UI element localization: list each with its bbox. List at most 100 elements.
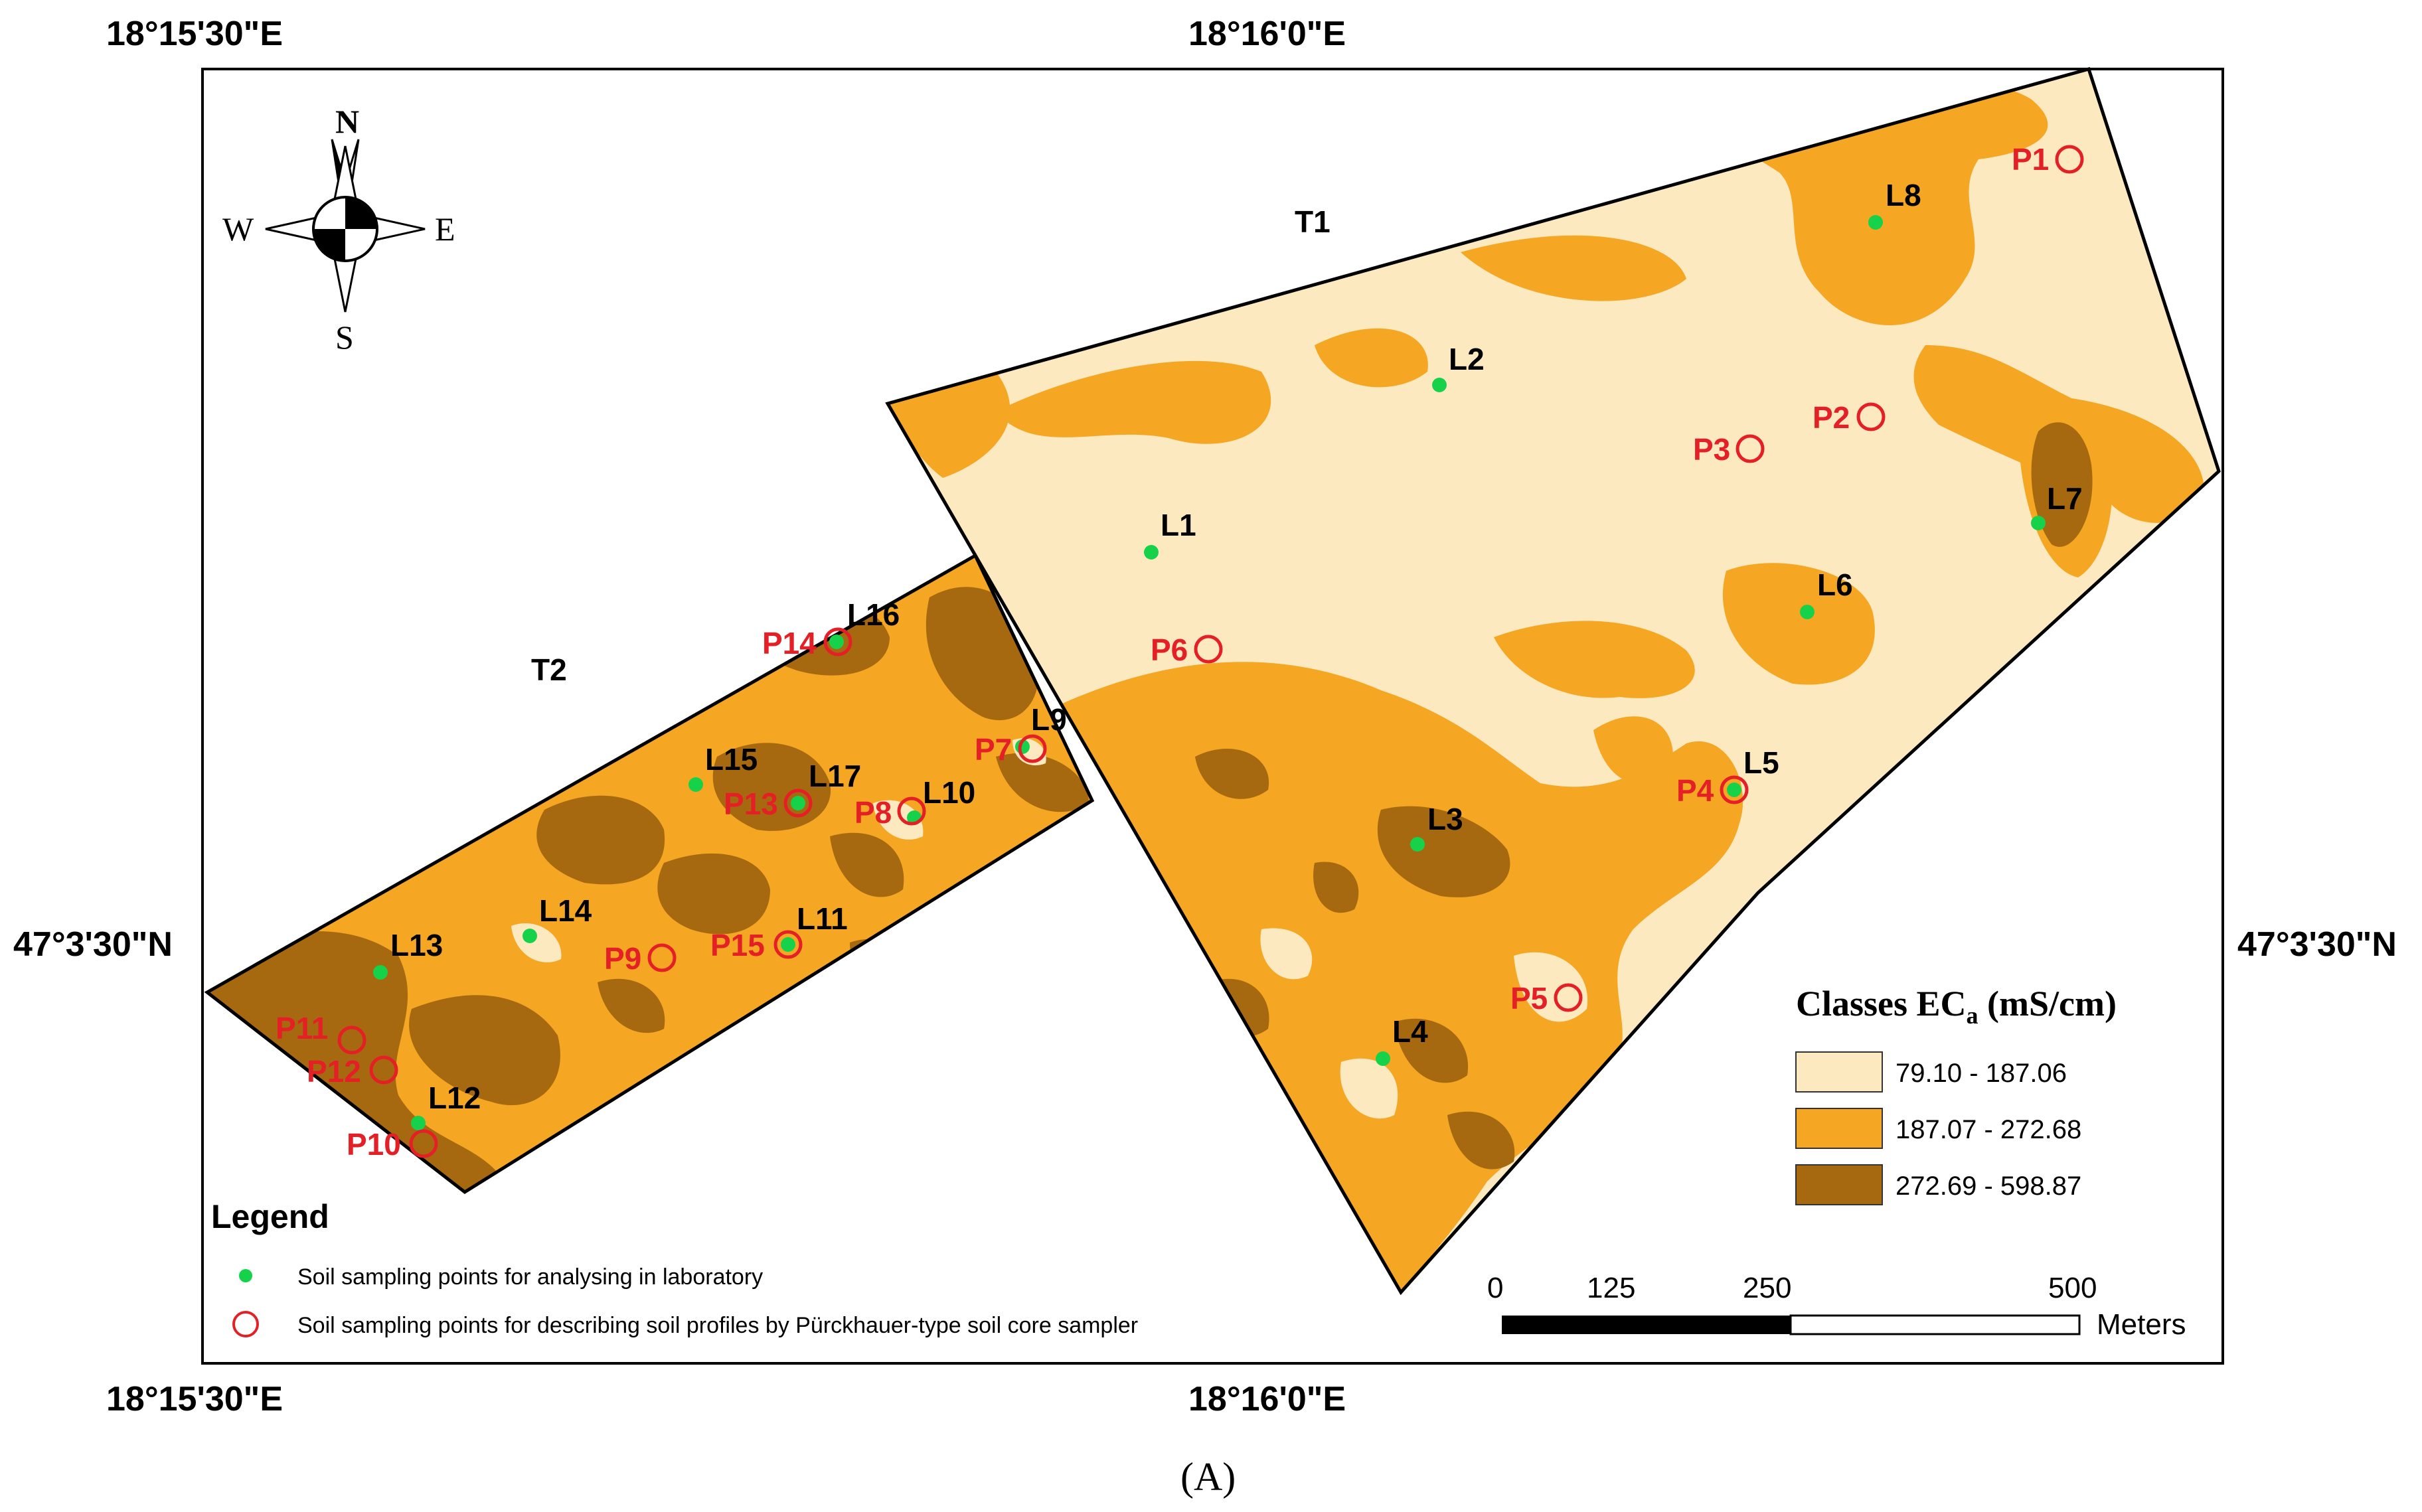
lab-point-l1[interactable]	[1144, 545, 1159, 560]
profile-label-p12: P12	[307, 1054, 361, 1089]
field-label-t2: T2	[531, 652, 567, 687]
lab-label-l16: L16	[847, 597, 900, 632]
ec-high-zone	[598, 978, 665, 1033]
profile-label-p11: P11	[276, 1011, 328, 1045]
profile-point-p12[interactable]	[369, 1055, 398, 1085]
lab-label-l17: L17	[809, 759, 861, 793]
coord-top-center: 18°16'0"E	[1188, 15, 1346, 53]
lab-point-l7[interactable]	[2031, 516, 2046, 530]
lab-point-l13[interactable]	[373, 965, 388, 980]
points-legend: Legend Soil sampling points for analysin…	[211, 1198, 1138, 1338]
ec-high-zone	[536, 795, 665, 885]
ec-mid-zone	[888, 372, 1010, 478]
profile-label-p10: P10	[347, 1127, 401, 1162]
field-t1	[885, 66, 2221, 1296]
legend-profile-text: Soil sampling points for describing soil…	[297, 1313, 1138, 1338]
ec-high-zone	[1195, 749, 1269, 799]
ec-legend-range-mid: 187.07 - 272.68	[1896, 1115, 2081, 1144]
ec-legend-swatch-mid	[1795, 1108, 1883, 1149]
ec-high-zone	[1394, 1018, 1469, 1083]
profile-point-p1[interactable]	[2055, 145, 2084, 174]
ec-mid-zone	[1315, 328, 1428, 388]
field-label-t1: T1	[1295, 204, 1331, 239]
ec-legend-range-low: 79.10 - 187.06	[1896, 1059, 2067, 1088]
profile-point-p3[interactable]	[1736, 434, 1765, 463]
ec-mid-zone	[1461, 235, 1686, 301]
ec-legend-swatch-high	[1795, 1164, 1883, 1205]
lab-point-l3[interactable]	[1410, 837, 1425, 852]
lab-label-l7: L7	[2047, 481, 2083, 516]
ec-high-zone	[2031, 422, 2093, 547]
ec-mid-zone	[1722, 563, 1875, 685]
ec-mid-zone	[996, 360, 1271, 444]
profile-point-p7[interactable]	[1018, 734, 1047, 763]
ec-low-island	[1514, 952, 1588, 1022]
profile-label-p7: P7	[975, 732, 1012, 767]
lab-label-l3: L3	[1427, 802, 1463, 836]
profile-label-p8: P8	[854, 795, 892, 830]
lab-point-l11[interactable]	[781, 937, 795, 952]
figure-caption: (A)	[1180, 1455, 1236, 1499]
lab-point-l15[interactable]	[688, 777, 703, 792]
profile-label-p3: P3	[1693, 432, 1730, 467]
lab-point-l8[interactable]	[1868, 215, 1883, 230]
lab-point-l17[interactable]	[791, 796, 805, 810]
compass-west-label: W	[222, 210, 254, 248]
coord-bottom-left: 18°15'30"E	[106, 1380, 283, 1418]
ec-high-zone	[1313, 862, 1359, 913]
profile-label-p13: P13	[724, 787, 778, 821]
profile-label-p2: P2	[1813, 400, 1850, 435]
scale-tick-250: 250	[1743, 1272, 1791, 1304]
profile-label-p6: P6	[1151, 633, 1188, 667]
profile-label-p14: P14	[762, 626, 817, 660]
profile-point-p2[interactable]	[1856, 402, 1886, 431]
profile-point-p10[interactable]	[409, 1129, 438, 1158]
profile-point-p4[interactable]	[1720, 775, 1749, 804]
ec-mid-zone	[1494, 621, 1695, 698]
lab-point-l5[interactable]	[1727, 783, 1741, 797]
scale-tick-125: 125	[1587, 1272, 1635, 1304]
ec-high-zone	[409, 995, 560, 1106]
scale-bar: 0 125 250 500 Meters	[1487, 1272, 2186, 1341]
lab-point-l16[interactable]	[829, 635, 844, 649]
lab-label-l12: L12	[428, 1081, 481, 1115]
profile-point-p8[interactable]	[897, 796, 926, 826]
ec-legend-title: Classes ECa (mS/cm)	[1796, 984, 2117, 1029]
profile-point-p11[interactable]	[337, 1025, 366, 1055]
compass-east-label: E	[435, 210, 455, 248]
lab-point-l4[interactable]	[1376, 1051, 1390, 1066]
profile-point-p6[interactable]	[1194, 635, 1223, 664]
lab-label-l9: L9	[1031, 702, 1067, 737]
ec-mid-zone	[1593, 716, 1673, 784]
legend-lab-text: Soil sampling points for analysing in la…	[297, 1264, 763, 1290]
profile-point-p15[interactable]	[773, 930, 803, 959]
field-t2	[204, 553, 1095, 1195]
profile-label-p15: P15	[710, 928, 765, 962]
lab-points	[373, 215, 2046, 1130]
ec-low-island	[873, 800, 924, 840]
lab-label-l4: L4	[1392, 1014, 1428, 1049]
lab-point-l14[interactable]	[523, 929, 537, 943]
profile-point-p9[interactable]	[647, 943, 677, 972]
ec-high-zone	[1377, 806, 1510, 897]
coord-top-left: 18°15'30"E	[106, 15, 283, 53]
coord-left-middle: 47°3'30"N	[13, 925, 173, 964]
scale-segment-white	[1789, 1314, 2081, 1335]
ec-classes-legend: Classes ECa (mS/cm) 79.10 - 187.06 187.0…	[1795, 984, 2117, 1205]
lab-label-l15: L15	[705, 742, 758, 777]
profile-point-p5[interactable]	[1554, 983, 1583, 1012]
compass-north-label: N	[335, 103, 359, 140]
lab-label-l2: L2	[1449, 342, 1485, 376]
profile-point-p13[interactable]	[783, 789, 813, 818]
profile-point-p14[interactable]	[823, 627, 852, 656]
legend-lab-symbol	[239, 1269, 252, 1282]
profile-label-p1: P1	[2012, 142, 2049, 177]
ec-legend-range-high: 272.69 - 598.87	[1896, 1172, 2081, 1201]
lab-label-l11: L11	[797, 901, 848, 936]
lab-point-l2[interactable]	[1432, 378, 1447, 392]
scale-tick-0: 0	[1487, 1272, 1503, 1304]
lab-point-l6[interactable]	[1800, 605, 1815, 619]
scale-tick-500: 500	[2048, 1272, 2097, 1304]
ec-high-zone	[830, 832, 904, 897]
lab-point-l12[interactable]	[411, 1116, 426, 1130]
